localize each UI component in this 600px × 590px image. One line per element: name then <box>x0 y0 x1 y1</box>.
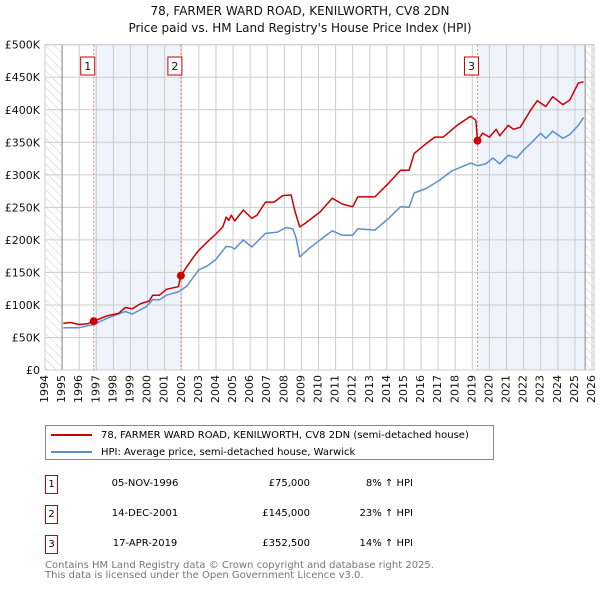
x-tick-label: 2025 <box>568 375 581 403</box>
sale-hpi-diff: 23% ↑ HPI <box>359 508 413 519</box>
y-tick-label: £0 <box>26 364 40 377</box>
x-tick-label: 2011 <box>329 375 342 403</box>
footer-copyright: Contains HM Land Registry data © Crown c… <box>45 560 434 571</box>
y-tick-label: £450K <box>5 71 41 84</box>
legend-label-property: 78, FARMER WARD ROAD, KENILWORTH, CV8 2D… <box>101 429 469 441</box>
x-tick-label: 2023 <box>534 375 547 403</box>
x-tick-label: 2005 <box>226 375 239 403</box>
sale-hpi-diff: 8% ↑ HPI <box>365 478 413 489</box>
sale-price: £75,000 <box>268 478 310 489</box>
price-chart: 1994 1995 1996 1997 1998 1999 2000 2001 2002 2003… <box>5 39 598 403</box>
sale-date: 17-APR-2019 <box>112 538 178 549</box>
sale-price: £145,000 <box>262 508 310 519</box>
x-tick-label: 2017 <box>431 375 444 403</box>
x-tick-label: 1999 <box>123 375 136 403</box>
sale-point <box>473 136 482 145</box>
x-tick-label: 2003 <box>192 375 205 403</box>
x-tick-label: 2026 <box>585 375 598 403</box>
legend-item-property: 78, FARMER WARD ROAD, KENILWORTH, CV8 2D… <box>51 427 469 443</box>
x-tick-label: 2019 <box>465 375 478 403</box>
y-tick-label: £250K <box>5 201 41 214</box>
x-tick-label: 1997 <box>89 375 102 403</box>
x-tick-label: 2004 <box>209 375 222 403</box>
x-tick-label: 2013 <box>363 375 376 403</box>
sale-point <box>89 317 98 326</box>
sale-marker-label: 1 <box>45 475 58 494</box>
y-tick-label: £150K <box>5 266 41 279</box>
x-tick-label: 1994 <box>38 375 51 403</box>
sale-row-1: 1 05-NOV-1996 £75,000 8% ↑ HPI <box>45 475 413 495</box>
sale-marker-label: 3 <box>468 60 475 73</box>
sale-marker-box <box>167 56 183 76</box>
y-tick-label: £300K <box>5 169 41 182</box>
y-tick-label: £500K <box>5 39 41 52</box>
x-tick-label: 1995 <box>55 375 68 403</box>
y-tick-label: £350K <box>5 136 41 149</box>
legend-swatch-property <box>51 434 92 436</box>
x-tick-label: 2001 <box>158 375 171 403</box>
x-tick-label: 2002 <box>175 375 188 403</box>
sale-marker-label: 2 <box>45 505 58 524</box>
x-tick-label: 2014 <box>380 375 393 403</box>
x-tick-label: 2016 <box>414 375 427 403</box>
x-tick-label: 2021 <box>500 375 513 403</box>
y-tick-label: £400K <box>5 104 41 117</box>
sale-marker-box <box>80 56 96 76</box>
sale-date: 14-DEC-2001 <box>111 508 179 519</box>
x-tick-label: 1998 <box>106 375 119 403</box>
sale-row-2: 2 14-DEC-2001 £145,000 23% ↑ HPI <box>45 505 413 525</box>
y-tick-label: £100K <box>5 299 41 312</box>
x-tick-label: 2010 <box>312 375 325 403</box>
sale-row-3: 3 17-APR-2019 £352,500 14% ↑ HPI <box>45 535 413 555</box>
x-tick-label: 2018 <box>448 375 461 403</box>
sale-hpi-diff: 14% ↑ HPI <box>359 538 413 549</box>
sale-marker-label: 3 <box>45 535 58 554</box>
x-tick-label: 2000 <box>141 375 154 403</box>
x-tick-label: 2007 <box>260 375 273 403</box>
legend: 78, FARMER WARD ROAD, KENILWORTH, CV8 2D… <box>45 425 494 460</box>
sale-marker-label: 2 <box>171 60 178 73</box>
x-tick-label: 2024 <box>551 375 564 403</box>
legend-item-hpi: HPI: Average price, semi-detached house,… <box>51 444 355 460</box>
x-tick-label: 2012 <box>346 375 359 403</box>
property-price-line <box>63 81 584 326</box>
sale-price: £352,500 <box>262 538 310 549</box>
footer-licence: This data is licensed under the Open Gov… <box>45 570 364 581</box>
x-tick-label: 2022 <box>517 375 530 403</box>
x-tick-label: 2008 <box>277 375 290 403</box>
x-tick-label: 1996 <box>72 375 85 403</box>
plot-frame <box>44 44 595 371</box>
legend-label-hpi: HPI: Average price, semi-detached house,… <box>101 446 356 458</box>
sale-point <box>176 271 185 280</box>
x-tick-label: 2006 <box>243 375 256 403</box>
y-tick-label: £50K <box>12 331 41 344</box>
x-tick-label: 2009 <box>294 375 307 403</box>
x-tick-label: 2020 <box>482 375 495 403</box>
chart-title: 78, FARMER WARD ROAD, KENILWORTH, CV8 2D… <box>150 4 450 18</box>
chart-subtitle: Price paid vs. HM Land Registry's House … <box>128 21 472 35</box>
sale-marker-box <box>463 56 479 76</box>
sale-date: 05-NOV-1996 <box>111 478 179 489</box>
hpi-line <box>63 117 585 329</box>
x-tick-label: 2015 <box>397 375 410 403</box>
legend-swatch-hpi <box>51 451 92 453</box>
y-tick-label: £200K <box>5 234 41 247</box>
sale-marker-label: 1 <box>84 60 91 73</box>
